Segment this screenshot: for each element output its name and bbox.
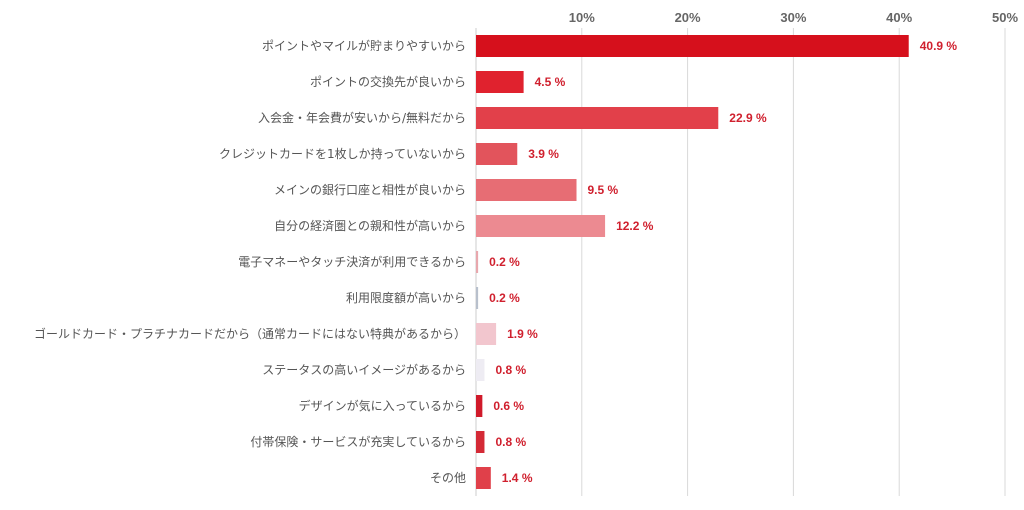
bar [476, 251, 479, 273]
category-label: デザインが気に入っているから [299, 398, 466, 413]
bar [476, 143, 518, 165]
bar [476, 179, 577, 201]
bar [476, 287, 479, 309]
bar [476, 467, 491, 489]
value-label: 0.2 % [489, 255, 520, 269]
category-label: ポイントやマイルが貯まりやすいから [262, 38, 466, 53]
category-label: 電子マネーやタッチ決済が利用できるから [238, 254, 466, 269]
x-tick-label: 20% [675, 10, 701, 25]
bar [476, 359, 485, 381]
category-label: ゴールドカード・プラチナカードだから（通常カードにはない特典があるから） [34, 326, 466, 341]
category-label: メインの銀行口座と相性が良いから [274, 182, 466, 197]
category-label: その他 [430, 471, 466, 485]
x-tick-label: 40% [886, 10, 912, 25]
value-label: 40.9 % [920, 39, 958, 53]
bar [476, 431, 485, 453]
value-labels: 40.9 % 4.5 % 22.9 % 3.9 % 9.5 % 12.2 % 0.2 % 0.… [489, 39, 957, 485]
category-label: 利用限度額が高いから [346, 290, 466, 305]
bar [476, 107, 719, 129]
value-label: 0.2 % [489, 291, 520, 305]
value-label: 12.2 % [616, 219, 654, 233]
category-label: 入会金・年会費が安いから/無料だから [258, 110, 466, 125]
bar [476, 395, 483, 417]
category-label: ステータスの高いイメージがあるから [262, 362, 466, 377]
value-label: 1.4 % [502, 471, 533, 485]
gridlines [581, 28, 1006, 496]
x-tick-label: 10% [569, 10, 595, 25]
value-label: 1.9 % [507, 327, 538, 341]
value-label: 3.9 % [528, 147, 559, 161]
bar [476, 35, 909, 57]
category-label: ポイントの交換先が良いから [310, 74, 466, 89]
category-label: クレジットカードを1枚しか持っていないから [219, 146, 466, 161]
value-label: 0.8 % [495, 363, 526, 377]
x-axis-ticks: 10% 20% 30% 40% 50% [569, 10, 1019, 25]
x-tick-label: 50% [992, 10, 1018, 25]
value-label: 0.8 % [495, 435, 526, 449]
bar [476, 71, 524, 93]
x-tick-label: 30% [780, 10, 806, 25]
bars [476, 35, 909, 489]
value-label: 0.6 % [493, 399, 524, 413]
value-label: 4.5 % [535, 75, 566, 89]
value-label: 9.5 % [588, 183, 619, 197]
bar [476, 323, 497, 345]
value-label: 22.9 % [729, 111, 767, 125]
category-label: 付帯保険・サービスが充実しているから [250, 434, 466, 449]
bar [476, 215, 606, 237]
category-label: 自分の経済圏との親和性が高いから [274, 218, 466, 233]
category-labels: ポイントやマイルが貯まりやすいからポイントの交換先が良いから入会金・年会費が安い… [34, 38, 466, 485]
